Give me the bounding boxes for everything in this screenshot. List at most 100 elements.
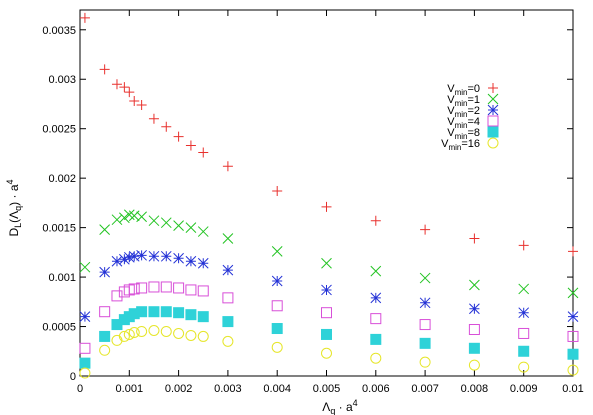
data-point [567, 348, 579, 360]
series-3 [79, 281, 579, 354]
data-point [136, 249, 147, 261]
data-point [119, 253, 130, 265]
data-point [173, 252, 184, 264]
data-point [370, 333, 382, 345]
data-point [160, 217, 172, 229]
y-tick-label: 0.003 [48, 74, 76, 86]
data-point [119, 82, 130, 93]
data-point [148, 113, 159, 124]
data-point [222, 292, 234, 304]
data-point [136, 325, 148, 337]
legend-entry-label: Vmin=0 [447, 83, 480, 97]
data-point [271, 246, 283, 257]
data-point [119, 212, 130, 224]
plot-frame [79, 9, 574, 377]
data-point [321, 201, 332, 212]
data-point [124, 87, 135, 98]
data-point [99, 344, 111, 356]
data-point [197, 226, 209, 237]
x-tick-label: 0.002 [165, 383, 193, 395]
data-point [518, 283, 530, 295]
legend-marker [487, 115, 499, 127]
data-point [99, 64, 110, 75]
data-point [160, 250, 172, 262]
legend-entry-label: Vmin=4 [447, 116, 480, 130]
data-point [185, 140, 196, 151]
legend-marker [487, 104, 499, 116]
data-point [370, 292, 382, 304]
data-point [321, 347, 332, 359]
data-point [419, 272, 431, 284]
data-point [468, 342, 480, 354]
data-point [123, 328, 135, 340]
x-axis-label: Λq · a4 [322, 398, 357, 415]
data-point [321, 307, 332, 319]
data-point [222, 335, 234, 347]
legend-marker [487, 93, 499, 105]
y-tick-label: 0.001 [48, 272, 76, 284]
data-point [161, 121, 172, 132]
x-tick-label: 0.003 [214, 383, 242, 395]
data-point [79, 342, 91, 354]
data-point [419, 356, 431, 368]
data-point [568, 246, 578, 257]
legend-entry-label: Vmin=16 [441, 138, 480, 152]
data-point [148, 215, 160, 227]
data-point [128, 326, 140, 338]
data-point [79, 12, 90, 23]
data-point [419, 297, 431, 309]
data-point [469, 303, 480, 315]
data-point [136, 99, 147, 110]
data-point [173, 131, 184, 142]
legend-marker [487, 126, 499, 138]
data-point [567, 364, 579, 376]
series-1 [79, 209, 579, 299]
data-point [129, 96, 140, 107]
data-point [123, 251, 135, 263]
data-point [321, 257, 332, 269]
x-tick-label: 0.006 [362, 383, 390, 395]
legend-entry-label: Vmin=2 [447, 105, 480, 119]
data-point [321, 284, 332, 296]
data-point [222, 233, 234, 244]
data-point [123, 209, 135, 221]
data-point [79, 367, 91, 379]
data-point [185, 222, 197, 233]
data-point [518, 327, 530, 339]
data-point [173, 220, 184, 231]
data-point [136, 306, 148, 318]
y-tick-label: 0.0025 [42, 124, 76, 136]
data-point [271, 341, 283, 353]
x-tick-label: 0.004 [263, 383, 291, 395]
data-point [79, 357, 91, 369]
y-tick-label: 0.0005 [42, 322, 76, 334]
data-point [469, 279, 480, 291]
data-point [518, 240, 529, 251]
axis-ticks: 0 0.001 0.002 0.003 0.004 0.005 0.006 0.007 0.00… [42, 10, 584, 395]
data-point [136, 211, 147, 223]
data-point [160, 325, 172, 337]
y-tick-label: 0 [70, 371, 76, 383]
data-point [271, 300, 283, 312]
x-tick-label: 0.009 [510, 383, 538, 395]
data-point [79, 261, 91, 273]
data-point [148, 281, 160, 293]
series-4 [79, 306, 579, 369]
data-points [79, 12, 579, 379]
series-5 [79, 324, 579, 379]
y-tick-label: 0.0035 [42, 25, 76, 37]
data-point [198, 147, 209, 158]
data-point [518, 307, 530, 319]
data-point [160, 306, 172, 318]
data-point [79, 311, 91, 323]
data-point [136, 282, 148, 294]
data-point [99, 224, 111, 235]
y-tick-label: 0.0015 [42, 223, 76, 235]
data-point [99, 306, 111, 318]
legend-marker [488, 83, 498, 93]
data-point [118, 330, 130, 342]
data-point [148, 306, 160, 318]
data-point [370, 265, 382, 277]
